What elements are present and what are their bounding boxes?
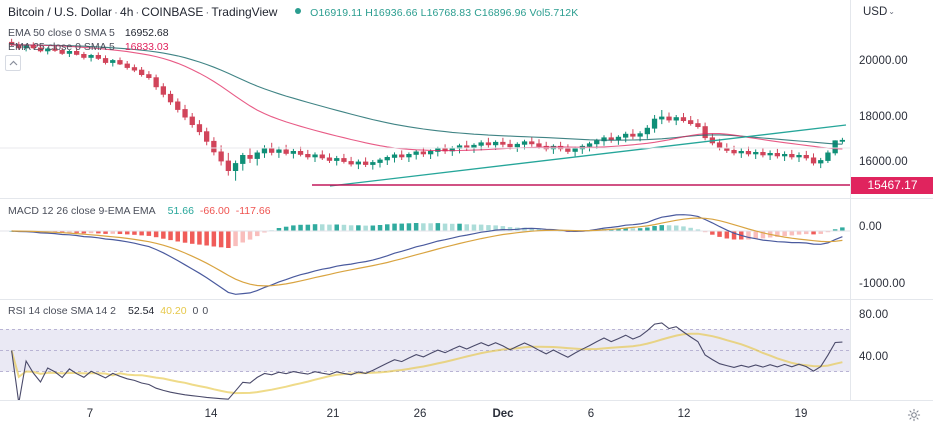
- pane-separator-rsi: [850, 299, 933, 300]
- time-tick-12: 12: [677, 408, 691, 420]
- pane-separator-macd: [850, 198, 933, 199]
- time-tick-6: 6: [587, 408, 595, 420]
- rsi-pane[interactable]: [0, 299, 850, 400]
- price-tick-18000: 18000.00: [859, 111, 908, 123]
- macd-series-layer: [0, 214, 850, 295]
- current-price-tag: 15467.17: [851, 177, 933, 194]
- price-candles-layer: [0, 38, 850, 187]
- price-tick-16000: 16000.00: [859, 156, 908, 168]
- chevron-up-icon: [9, 60, 17, 66]
- time-tick-dec: Dec: [492, 408, 514, 420]
- macd-tick-minus1000: -1000.00: [859, 278, 906, 290]
- macd-tick-0: 0.00: [859, 221, 882, 233]
- price-pane[interactable]: [0, 0, 850, 198]
- time-tick-21: 21: [326, 408, 340, 420]
- currency-selector[interactable]: USD⌄: [863, 6, 895, 18]
- price-axis[interactable]: USD⌄ 20000.00 18000.00 16000.00 15467.17…: [850, 0, 933, 400]
- chevron-down-icon: ⌄: [888, 7, 895, 16]
- time-tick-14: 14: [204, 408, 218, 420]
- time-tick-26: 26: [413, 408, 427, 420]
- price-tick-20000: 20000.00: [859, 55, 908, 67]
- rsi-tick-40: 40.00: [859, 351, 889, 363]
- rsi-tick-80: 80.00: [859, 309, 889, 321]
- macd-pane[interactable]: [0, 198, 850, 299]
- gear-icon[interactable]: [907, 408, 921, 422]
- currency-label: USD: [863, 6, 888, 18]
- rsi-series-layer: [0, 322, 850, 400]
- time-tick-19: 19: [794, 408, 808, 420]
- gear-icon-glyph: [907, 408, 921, 422]
- collapse-pane-button[interactable]: [5, 55, 21, 71]
- time-axis[interactable]: 7 14 21 26 Dec 6 12 19: [0, 400, 933, 428]
- time-tick-7: 7: [86, 408, 94, 420]
